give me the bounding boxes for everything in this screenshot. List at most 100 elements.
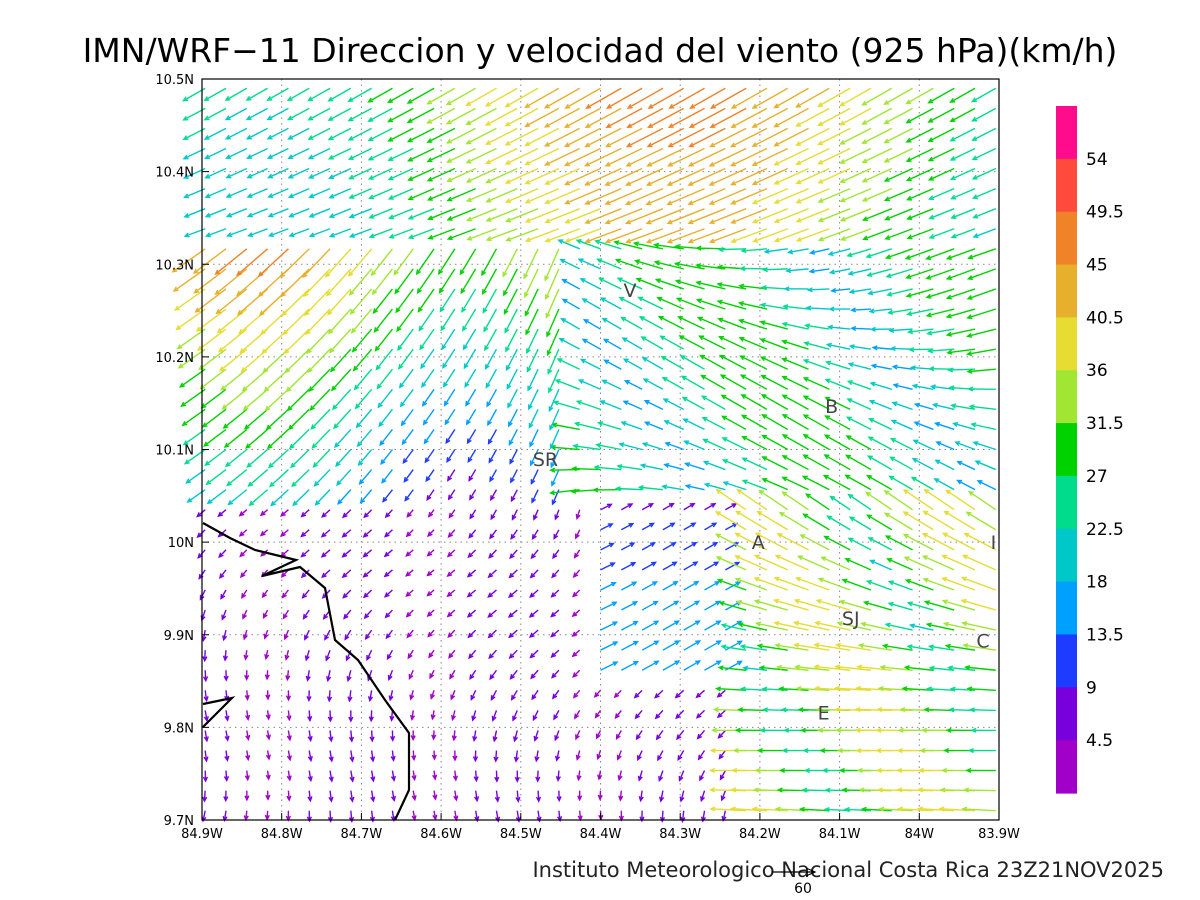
wind-vector [426,127,456,143]
wind-vector [547,348,560,375]
wind-vector [404,489,414,502]
wind-vector [270,489,289,507]
wind-vector [371,268,393,296]
wind-vector [708,228,747,244]
wind-vector [245,428,269,449]
wind-vector [779,767,809,774]
wind-vector [351,328,373,353]
wind-vector [751,87,789,109]
wind-vector [773,187,809,204]
wind-vector [577,379,601,390]
wind-vector [407,228,435,240]
wind-vector [280,509,289,517]
wind-vector [735,600,768,611]
wind-vector [220,368,248,391]
wind-vector [972,441,997,451]
wind-vector [400,408,414,427]
wind-vector [775,664,809,671]
wind-vector [442,348,456,370]
wind-vector [453,810,459,822]
wind-vector [614,486,643,492]
wind-vector [431,750,437,761]
wind-vector [286,750,292,762]
wind-vector [348,228,372,238]
wind-vector [505,228,539,242]
wind-vector [485,368,498,389]
wind-vector [512,710,518,722]
wind-vector [406,87,435,104]
wind-vector [604,147,643,167]
wind-vector [470,690,477,701]
wind-vector [353,368,373,391]
y-tick-label: 10.4N [155,166,194,181]
wind-vector [514,770,520,783]
wind-vector [222,629,228,642]
wind-vector [175,308,206,331]
wind-vector [225,187,248,198]
wind-vector [265,690,271,701]
y-tick-label: 10.5N [155,73,194,88]
wind-vector [687,208,726,225]
colorbar-block [1056,264,1077,318]
wind-vector [354,388,373,410]
wind-vector [411,790,417,802]
wind-vector [637,750,643,762]
wind-vector [348,730,355,743]
wind-vector [967,490,997,511]
wind-vector [865,491,893,511]
wind-vector [715,686,747,692]
wind-vector [823,535,851,551]
wind-vector [399,388,414,408]
wind-vector [704,640,722,651]
wind-vector [802,434,830,451]
wind-vector [370,248,393,277]
wind-vector [381,469,393,484]
wind-vector [363,509,373,519]
wind-vector [465,107,497,126]
wind-vector [621,337,643,350]
wind-vector [724,522,739,531]
wind-vector [367,690,374,703]
wind-vector [443,388,456,407]
wind-vector [510,689,518,701]
wind-vector [363,609,373,620]
wind-vector [942,621,976,631]
wind-vector [715,556,747,571]
wind-vector [386,649,394,661]
wind-vector [907,328,934,335]
wind-vector [666,187,705,206]
wind-vector [485,167,518,184]
wind-vector [203,730,209,743]
wind-vector [217,509,227,518]
wind-vector [403,469,414,483]
wind-vector [223,670,229,682]
wind-vector [906,228,934,240]
wind-vector [773,87,809,109]
wind-vector [244,690,250,701]
wind-vector [227,489,248,506]
wind-vector [286,388,310,412]
wind-vector [662,600,680,611]
wind-vector [867,436,893,451]
wind-vector [329,348,352,373]
wind-vector [328,208,352,218]
wind-vector [626,107,664,129]
wind-vector [341,509,352,519]
wind-vector [683,620,701,631]
wind-vector [866,268,892,277]
wind-vector [290,449,310,469]
wind-vector [487,429,498,445]
wind-vector [300,549,310,558]
wind-vector [949,87,976,103]
wind-vector [945,489,976,511]
wind-vector [203,147,227,160]
y-tick-label: 10.1N [155,444,194,459]
wind-vector [703,482,726,491]
wind-vector [683,440,705,451]
wind-vector [524,187,560,204]
wind-vector [328,228,352,238]
wind-vector [560,317,581,330]
place-label: A [752,532,765,554]
wind-vector [759,302,788,310]
wind-vector [695,689,705,699]
